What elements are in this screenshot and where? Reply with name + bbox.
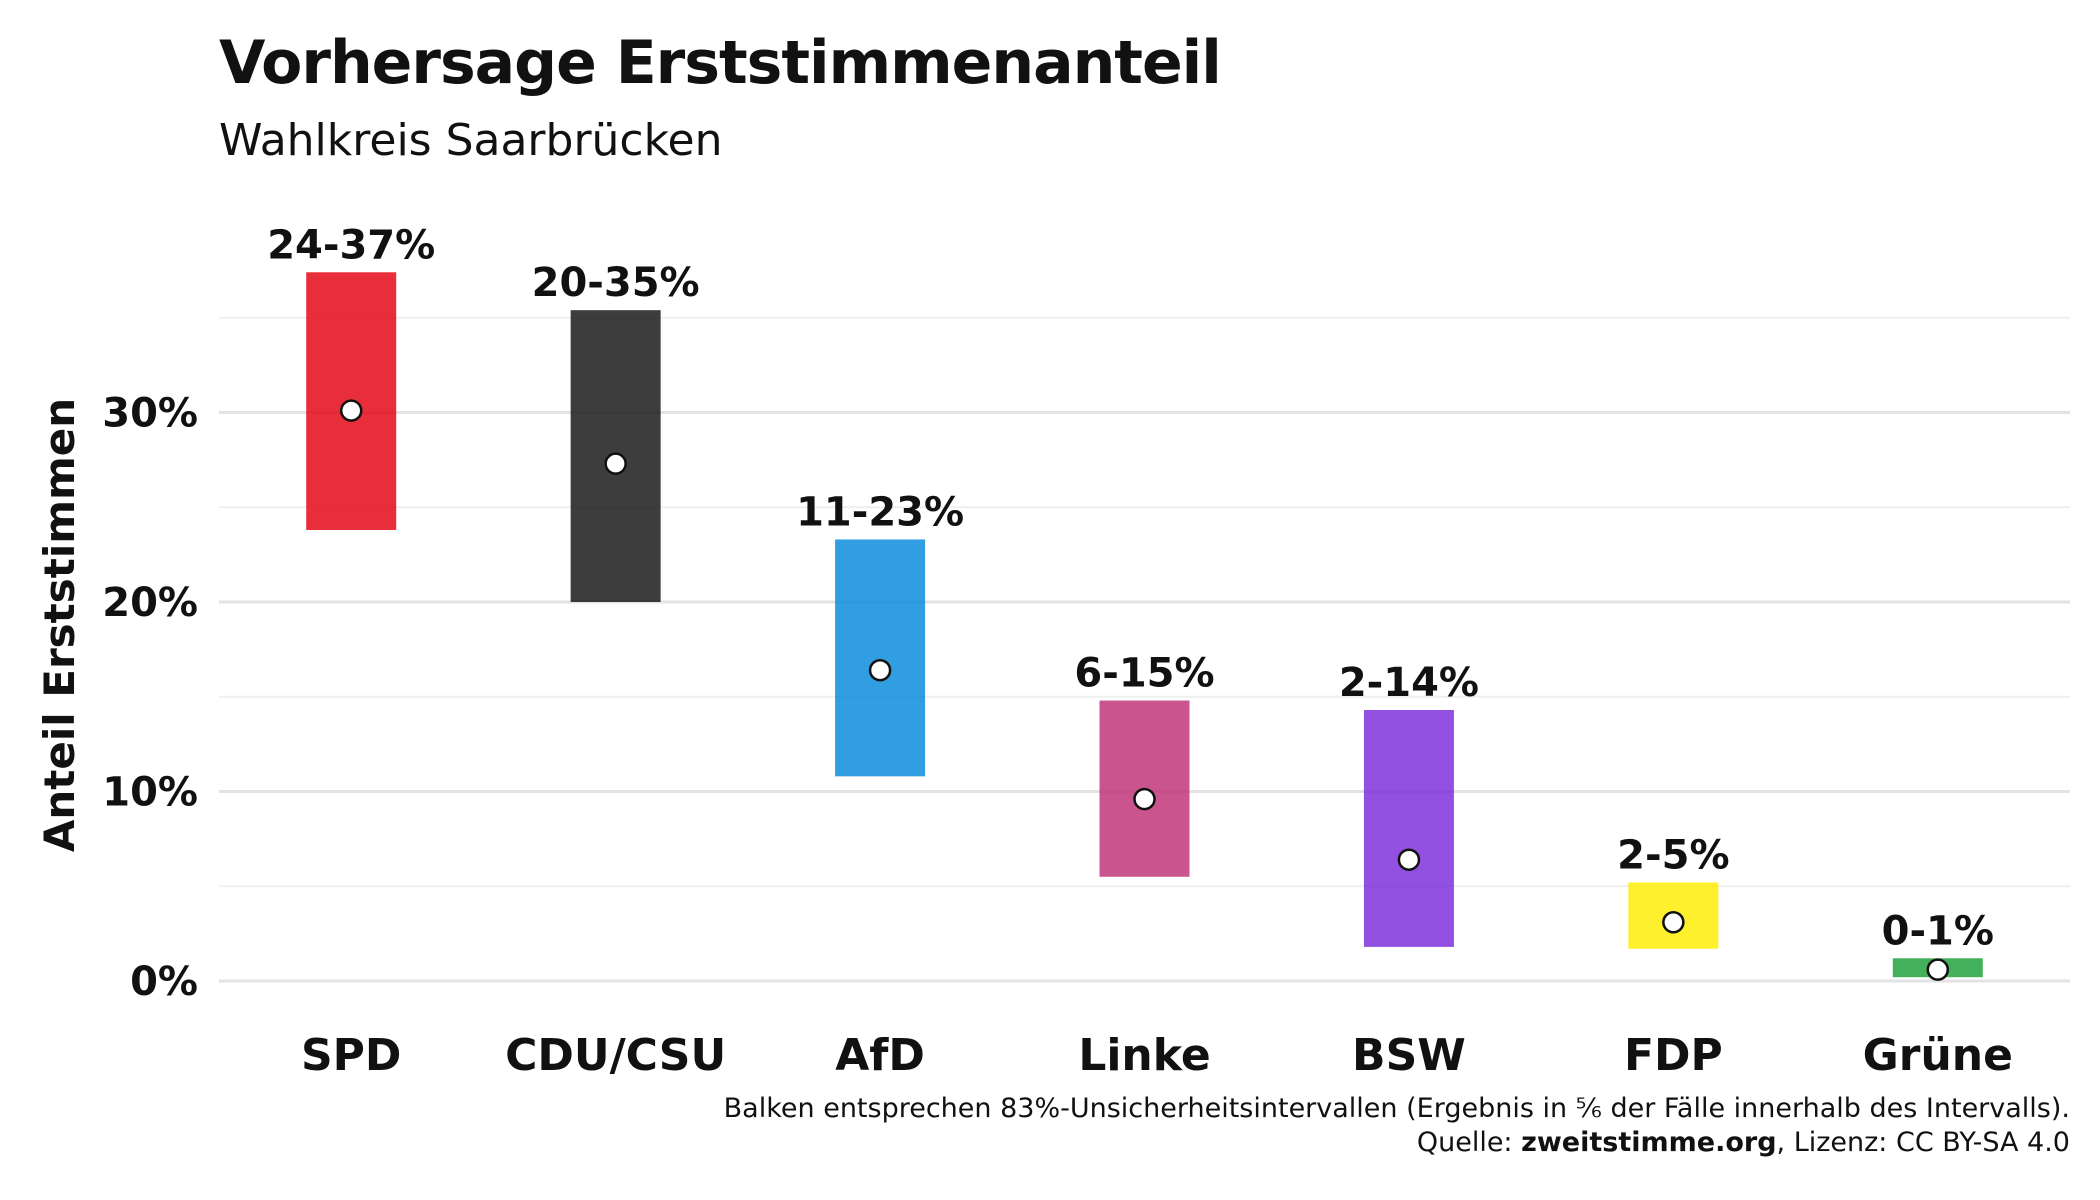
point-estimate-marker xyxy=(868,658,892,682)
y-tick-label: 0% xyxy=(130,959,198,1005)
chart-subtitle: Wahlkreis Saarbrücken xyxy=(219,115,723,166)
y-axis-label: Anteil Erststimmen xyxy=(35,398,84,852)
source-link: zweitstimme.org xyxy=(1521,1127,1777,1158)
license-text: , Lizenz: CC BY-SA 4.0 xyxy=(1776,1127,2070,1158)
range-bar xyxy=(835,539,926,777)
point-estimates xyxy=(339,399,1950,981)
range-label: 6-15% xyxy=(1074,651,1214,697)
x-tick-label: Linke xyxy=(1078,1030,1210,1081)
point-estimate-marker xyxy=(1926,958,1950,981)
x-axis-ticks: SPD CDU/CSU AfD Linke BSW FDP Grüne xyxy=(301,1030,2013,1081)
point-estimate-marker xyxy=(1662,911,1685,934)
range-label: 2-14% xyxy=(1339,660,1479,706)
y-axis-ticks: 0% 10% 20% 30% xyxy=(102,391,198,1006)
x-tick-label: Grüne xyxy=(1863,1030,2013,1081)
x-tick-label: BSW xyxy=(1352,1030,1466,1081)
point-estimate-marker xyxy=(1397,848,1421,871)
range-bars xyxy=(306,272,1983,978)
caption-source: Quelle: zweitstimme.org, Lizenz: CC BY-S… xyxy=(724,1126,2070,1160)
y-tick-label: 20% xyxy=(102,580,198,626)
range-labels: 24-37% 20-35% 11-23% 6-15% 2-14% 2-5% 0-1% xyxy=(267,222,1994,954)
range-label: 24-37% xyxy=(267,222,435,268)
chart-title: Vorhersage Erststimmenanteil xyxy=(219,28,1222,98)
y-tick-label: 30% xyxy=(102,391,198,437)
range-bar xyxy=(1363,710,1454,947)
range-label: 2-5% xyxy=(1617,832,1729,878)
range-label: 0-1% xyxy=(1882,908,1994,954)
point-estimate-marker xyxy=(604,452,627,475)
range-label: 20-35% xyxy=(532,260,700,306)
range-label: 11-23% xyxy=(796,489,964,535)
chart-caption: Balken entsprechen 83%-Unsicherheitsinte… xyxy=(724,1092,2070,1160)
x-tick-label: CDU/CSU xyxy=(505,1030,726,1081)
gridlines xyxy=(219,316,2070,983)
y-tick-label: 10% xyxy=(102,770,198,816)
x-tick-label: FDP xyxy=(1624,1030,1723,1081)
point-estimate-marker xyxy=(339,399,363,422)
x-tick-label: AfD xyxy=(835,1030,925,1081)
point-estimate-marker xyxy=(1133,787,1156,811)
source-prefix: Quelle: xyxy=(1416,1127,1522,1158)
caption-note: Balken entsprechen 83%-Unsicherheitsinte… xyxy=(723,1093,2070,1124)
x-tick-label: SPD xyxy=(301,1030,401,1081)
